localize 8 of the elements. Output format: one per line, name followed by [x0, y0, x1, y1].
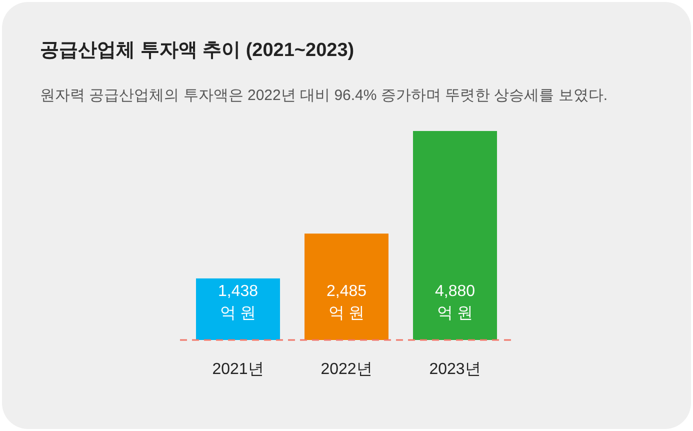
data-label: 1,438 억 원 — [218, 283, 258, 322]
x-tick-label: 2023년 — [429, 361, 481, 378]
x-tick-label: 2021년 — [212, 361, 264, 378]
chart-title: 공급산업체 투자액 추이 (2021~2023) — [40, 40, 354, 61]
chart-subtitle: 원자력 공급산업체의 투자액은 2022년 대비 96.4% 증가하며 뚜렷한 상승세를 보였다. — [40, 87, 608, 104]
data-label: 4,880 억 원 — [434, 283, 476, 322]
data-label: 2,485 억 원 — [326, 283, 367, 322]
x-tick-label: 2022년 — [320, 361, 372, 378]
